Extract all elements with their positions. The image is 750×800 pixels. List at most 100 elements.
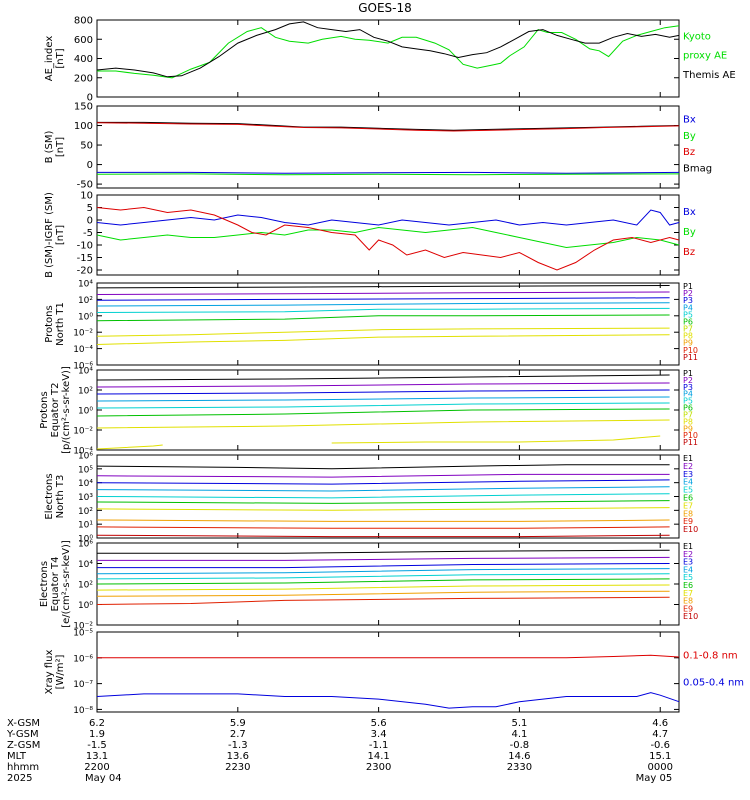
y-axis-label: [e/(cm²-s-sr-keV)] (61, 540, 72, 628)
legend-label: Bx (683, 207, 696, 218)
legend-label: By (683, 227, 696, 238)
y-axis-label: AE_index (44, 36, 55, 82)
series-line (96, 692, 680, 709)
series-line (96, 226, 680, 249)
legend-label: E5 (683, 573, 693, 582)
y-axis-label: North T3 (55, 475, 66, 519)
y-tick-label: 5 (87, 203, 93, 214)
legend-label: P2 (683, 376, 693, 385)
series-line (96, 419, 670, 429)
legend-label: P11 (683, 353, 698, 362)
legend-label: Bz (683, 247, 695, 258)
y-tick-label: 10² (78, 387, 93, 397)
series-line (96, 206, 680, 271)
series-line (96, 291, 670, 295)
y-tick-label: -15 (77, 253, 93, 264)
legend-label: P4 (683, 303, 693, 312)
legend-label: Kyoto (683, 31, 711, 42)
axis-tick-value: 14.6 (508, 751, 530, 762)
series-line (96, 596, 670, 605)
legend-label: E1 (683, 542, 693, 551)
y-tick-label: 10⁶ (78, 452, 93, 462)
axis-row-label: Z-GSM (7, 740, 40, 751)
y-tick-label: 10⁰ (78, 601, 93, 611)
y-tick-label: 10⁻⁷ (73, 680, 93, 690)
legend-label: P1 (683, 282, 693, 291)
series-line (96, 21, 680, 78)
series-line (96, 122, 680, 132)
series-line (96, 374, 670, 381)
y-tick-label: 10⁻⁴ (73, 447, 93, 457)
axis-tick-value: May 05 (636, 773, 673, 784)
legend-label: 0.1-0.8 nm (683, 651, 738, 662)
panel-2: -50 0 50 100 150 B (SM) [nT] Bx By Bz Bmag (44, 102, 712, 191)
series-line (96, 534, 670, 538)
y-tick-label: 800 (74, 16, 93, 27)
panel-5: 10⁻⁴ 10⁻² 10⁰ 10² 10⁴ Protons Equator T2 [p/(cm… (39, 366, 698, 456)
y-tick-label: 10² (78, 581, 93, 591)
legend-label: proxy AE (683, 51, 727, 62)
legend-label: By (683, 131, 696, 142)
axis-tick-value: 4.6 (652, 718, 668, 729)
y-tick-label: 10⁻⁴ (73, 345, 93, 355)
series-line (96, 314, 670, 322)
y-tick-label: 0 (87, 216, 93, 227)
y-tick-label: 200 (74, 73, 93, 84)
plot-title: GOES-18 (358, 1, 412, 15)
axis-tick-value: 0000 (647, 762, 672, 773)
series-line (96, 334, 670, 345)
series-line (96, 307, 670, 313)
series-line (96, 285, 670, 289)
series-line (96, 444, 163, 450)
y-tick-label: 10² (78, 507, 93, 517)
series-line (96, 584, 670, 591)
series-line (96, 402, 670, 409)
series-line (97, 171, 680, 174)
legend-label: P2 (683, 289, 693, 298)
legend-label: E9 (683, 517, 693, 526)
legend-label: P5 (683, 397, 693, 406)
legend-label: E3 (683, 558, 693, 567)
panel-7: 10⁻² 10⁰ 10² 10⁴ 10⁶ Electrons Equator T4 [e/(c… (39, 540, 698, 632)
series-line (96, 382, 670, 388)
legend-label: E5 (683, 486, 693, 495)
y-tick-label: 10⁰ (78, 407, 93, 417)
axis-tick-value: -0.6 (650, 740, 670, 751)
legend-label: P3 (683, 296, 693, 305)
panel-frame (96, 19, 680, 98)
series-line (96, 526, 670, 529)
y-tick-label: 10⁻² (73, 329, 93, 339)
panel-4: 10⁻⁶ 10⁻⁴ 10⁻² 10⁰ 10² 10⁴ Protons North T1 P1P2… (44, 280, 698, 372)
axis-tick-value: 5.1 (511, 718, 527, 729)
legend-label: E10 (683, 525, 698, 534)
series-line (97, 25, 680, 79)
y-tick-label: 0 (87, 160, 93, 171)
series-line (96, 173, 680, 176)
legend-label: E8 (683, 509, 693, 518)
axis-row-label: hhmm (7, 762, 39, 773)
axis-tick-value: 4.1 (511, 729, 527, 740)
series-line (96, 297, 670, 301)
legend-label: E9 (683, 604, 693, 613)
legend-label: P8 (683, 417, 693, 426)
series-line (96, 464, 670, 470)
y-axis-label: [nT] (55, 225, 66, 245)
y-tick-label: 10⁴ (78, 367, 93, 377)
series-line (96, 500, 670, 504)
y-axis-label: North T1 (55, 302, 66, 346)
legend-label: E6 (683, 494, 693, 503)
panel-frame (96, 105, 680, 189)
axis-tick-value: 14.1 (367, 751, 389, 762)
series-line (96, 578, 670, 585)
series-line (96, 473, 670, 478)
legend-label: E10 (683, 612, 698, 621)
series-line (96, 327, 670, 337)
y-tick-label: 10⁻² (73, 622, 93, 632)
legend-label: E1 (683, 454, 693, 463)
y-tick-label: 50 (80, 141, 93, 152)
series-line (96, 573, 670, 580)
y-tick-label: 10⁻⁶ (73, 362, 93, 372)
axis-tick-value: 6.2 (89, 718, 105, 729)
legend-label: Bz (683, 147, 695, 158)
